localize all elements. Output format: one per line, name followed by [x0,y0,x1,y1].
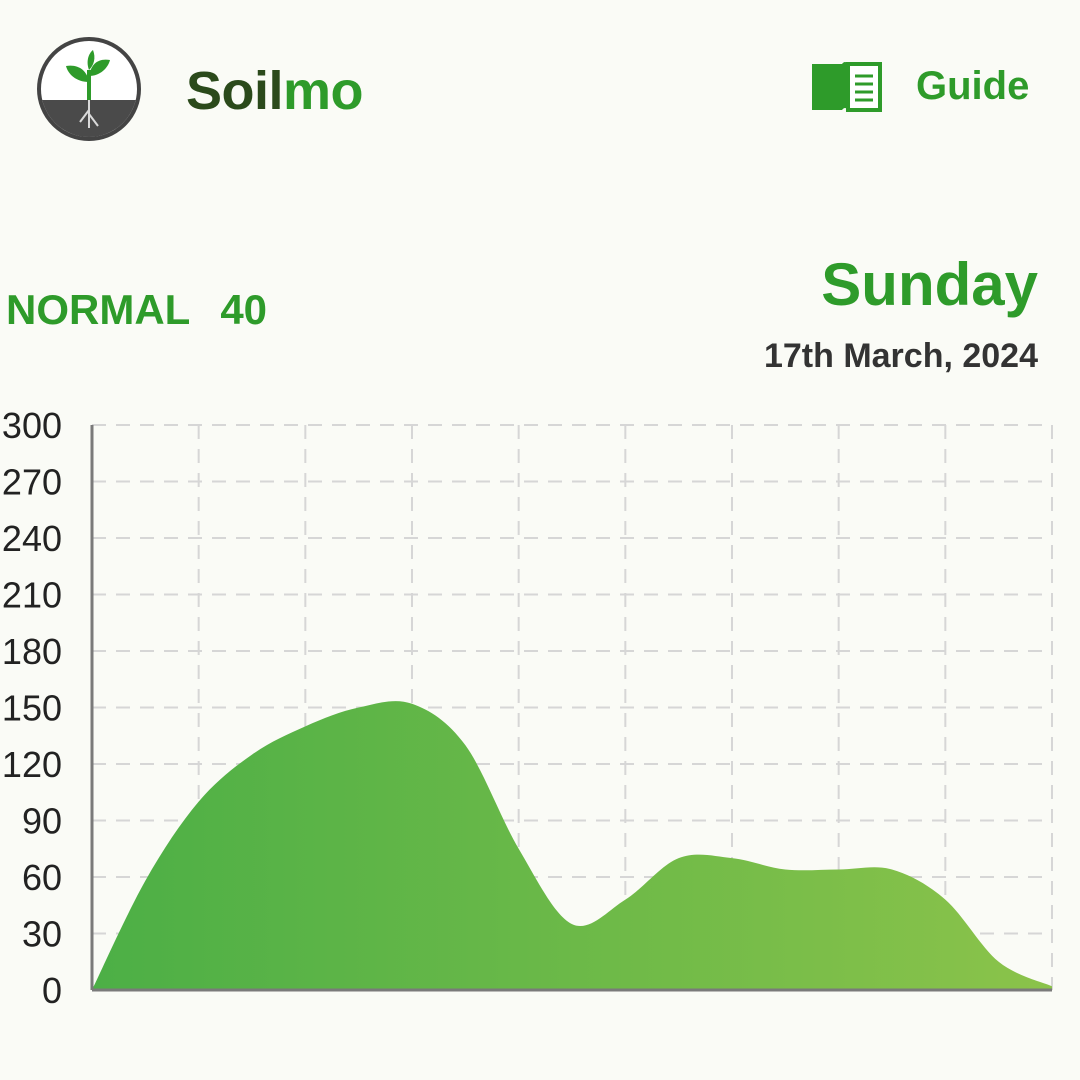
y-tick-label: 180 [2,631,62,672]
y-tick-label: 30 [22,914,62,955]
moisture-chart-svg: 0 30 60 90 120 150 180 210 240 270 300 [2,405,1053,1011]
app-name: Soilmo [186,58,364,124]
moisture-status: NORMAL 40 [6,282,267,338]
y-tick-label: 120 [2,744,62,785]
app-name-part2: mo [283,61,364,121]
seedling-soil-icon [36,36,142,142]
y-tick-label: 0 [42,970,62,1011]
y-tick-label: 300 [2,405,62,446]
y-tick-label: 90 [22,801,62,842]
status-value: 40 [220,286,268,333]
day-name: Sunday [821,251,1038,318]
app-header: Soilmo Guide [0,0,1080,190]
app-name-part1: Soil [186,61,284,121]
guide-label: Guide [916,63,1030,108]
y-tick-label: 150 [2,688,62,729]
y-tick-label: 210 [2,575,62,616]
book-icon [808,58,884,114]
moisture-chart: 0 30 60 90 120 150 180 210 240 270 300 [0,400,1080,1025]
guide-button[interactable]: Guide [808,56,1029,116]
full-date: 17th March, 2024 [763,337,1038,375]
y-tick-label: 60 [22,857,62,898]
status-label: NORMAL [6,286,191,333]
y-tick-label: 270 [2,462,62,503]
y-tick-label: 240 [2,518,62,559]
moisture-area-series [92,701,1052,990]
